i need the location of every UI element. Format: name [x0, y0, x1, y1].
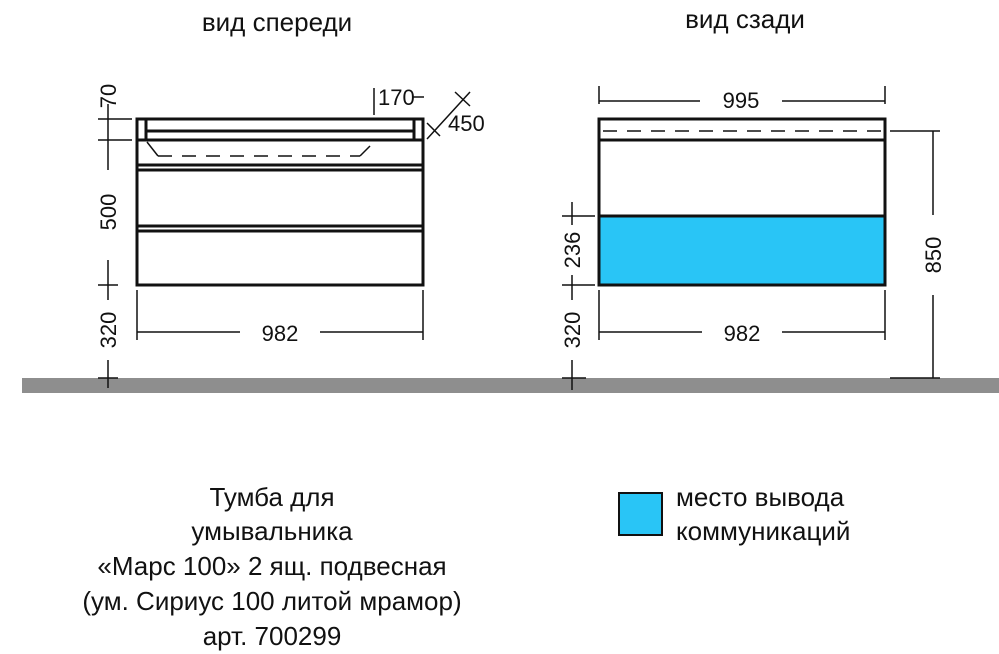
product-article: арт. 700299 [203, 621, 342, 651]
rear-view: вид сзади 995 236 320 982 [560, 4, 946, 390]
dim-rear-width: 982 [724, 321, 761, 346]
product-description: Тумба для умывальника «Марс 100» 2 ящ. п… [82, 482, 461, 651]
dim-top-height: 70 [96, 84, 121, 108]
legend-label: место вывода [676, 482, 845, 512]
front-view-title: вид спереди [202, 7, 352, 37]
dim-total-height: 850 [921, 237, 946, 274]
front-view: вид спереди 70 500 320 [96, 7, 485, 388]
rear-dimensions: 995 236 320 982 850 [560, 86, 946, 390]
legend-label: коммуникаций [676, 516, 850, 546]
dim-outlet-height: 236 [560, 232, 585, 269]
legend-swatch [618, 492, 663, 536]
dim-depth-offset: 170 [378, 85, 415, 110]
product-line: «Марс 100» 2 ящ. подвесная [97, 551, 446, 581]
dim-floor-gap: 320 [96, 312, 121, 349]
dim-top-width: 995 [723, 88, 760, 113]
product-line: Тумба для [209, 482, 334, 512]
rear-cabinet [597, 117, 887, 287]
dim-body-height: 500 [96, 194, 121, 231]
front-cabinet [135, 117, 425, 287]
dim-depth: 450 [448, 111, 485, 136]
floor-line [22, 378, 999, 393]
rear-view-title: вид сзади [685, 4, 805, 34]
front-dimensions: 70 500 320 170 450 982 [96, 84, 485, 388]
dim-rear-floor-gap: 320 [560, 312, 585, 349]
legend: место вывода коммуникаций [618, 482, 850, 546]
dim-width: 982 [262, 321, 299, 346]
product-line: (ум. Сириус 100 литой мрамор) [82, 586, 461, 616]
outlet-zone [599, 216, 885, 285]
product-line: умывальника [191, 516, 353, 546]
